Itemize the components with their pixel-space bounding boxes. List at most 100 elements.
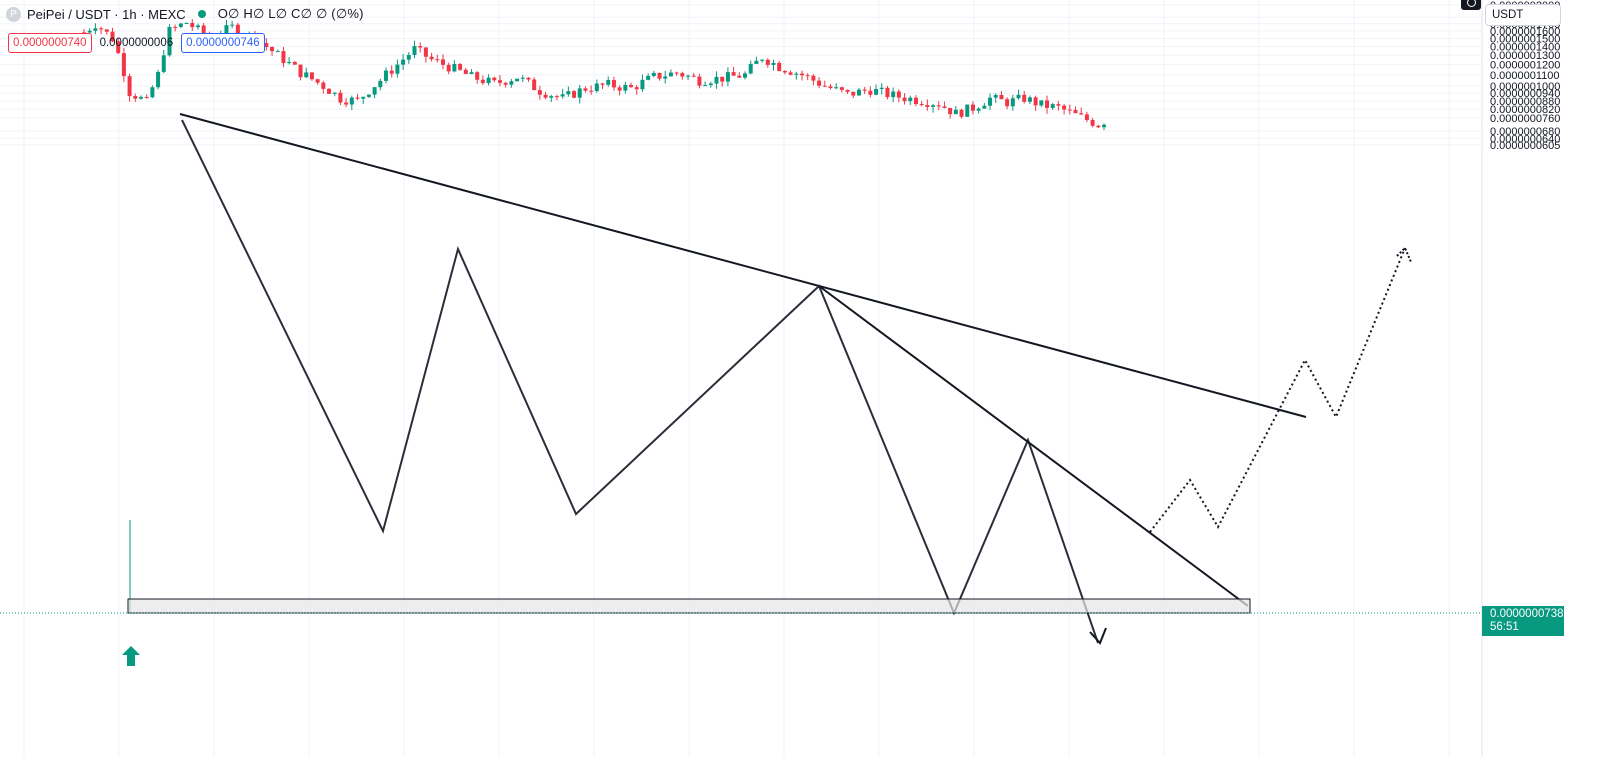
current-price-label: 0.0000000738 56:51 (1482, 606, 1564, 636)
candle-body (577, 88, 582, 98)
price-tick-label: 0.0000000640 (1490, 133, 1560, 145)
lower-trendline[interactable] (818, 285, 1249, 607)
zigzag-pattern[interactable] (181, 119, 1099, 644)
candle-body (1016, 94, 1021, 99)
candle-body (674, 72, 679, 74)
candle-body (1102, 124, 1106, 128)
candle-body (440, 59, 445, 65)
candle-body (760, 59, 765, 61)
currency-select[interactable]: USDT (1485, 4, 1561, 26)
candle-body (634, 87, 639, 90)
candle-body (936, 105, 941, 107)
price-tick-label: 0.0000001300 (1490, 50, 1560, 62)
candle-body (1079, 113, 1084, 115)
candle-body (589, 90, 594, 92)
candle-body (919, 104, 924, 106)
candle-body (309, 72, 314, 80)
candle-body (617, 87, 622, 91)
candle-body (190, 22, 195, 28)
candle-body (281, 51, 286, 64)
candle-body (1062, 105, 1067, 110)
candle-body (993, 94, 998, 98)
support-zone[interactable] (127, 598, 1251, 614)
candle-body (902, 97, 907, 102)
buy-signal-arrow-icon[interactable] (122, 646, 140, 666)
drawings-layer (127, 113, 1412, 645)
candle-body (104, 29, 109, 32)
candle-body (680, 73, 685, 77)
symbol-title[interactable]: PeiPei / USDT · 1h · MEXC (27, 6, 186, 22)
candle-body (389, 70, 394, 74)
candle-body (982, 105, 987, 109)
candle-body (520, 77, 525, 79)
candle-body (110, 31, 115, 42)
candle-body (811, 75, 816, 81)
candle-body (629, 84, 634, 88)
candle-body (931, 105, 936, 107)
candle-body (720, 76, 725, 82)
candle-body (1084, 114, 1089, 120)
candle-body (287, 61, 292, 64)
descending-trendline[interactable] (179, 113, 1307, 418)
candle-body (1045, 100, 1050, 108)
currency-value: USDT (1492, 9, 1524, 21)
candle-body (970, 104, 975, 111)
candle-body (532, 79, 537, 91)
candle-body (765, 59, 770, 65)
projection-path[interactable] (1149, 247, 1406, 533)
candle-body (458, 64, 463, 70)
candle-body (583, 88, 588, 91)
candle-body (475, 72, 480, 80)
spread-value: 0.0000000006 (99, 37, 174, 49)
candle-body (178, 23, 183, 27)
candle-body (697, 76, 702, 86)
price-tick-label: 0.0000000605 (1490, 140, 1560, 152)
symbol-legend: P PeiPei / USDT · 1h · MEXC O∅ H∅ L∅ C∅ … (6, 6, 364, 22)
candle-body (845, 89, 850, 92)
candle-body (435, 59, 440, 61)
candle-body (691, 75, 696, 77)
buy-price-button[interactable]: 0.0000000746 (181, 33, 265, 53)
settings-icon[interactable] (1461, 0, 1481, 10)
candle-body (201, 25, 206, 35)
candle-body (777, 62, 782, 71)
candle-body (737, 75, 742, 78)
bid-ask-row: 0.0000000740 0.0000000006 0.0000000746 (8, 33, 265, 53)
candle-body (663, 76, 668, 79)
price-tick-label: 0.0000000880 (1490, 96, 1560, 108)
candle-body (817, 80, 822, 86)
candle-body (839, 87, 844, 90)
candle-body (304, 72, 309, 78)
candle-body (349, 97, 354, 105)
candle-body (771, 62, 776, 65)
candle-body (566, 91, 571, 95)
candle-body (121, 53, 126, 77)
price-tick-label: 0.0000001100 (1490, 70, 1560, 82)
candle-body (554, 96, 559, 98)
market-status-icon (197, 10, 206, 18)
price-tick-label: 0.0000000680 (1490, 126, 1560, 138)
candle-body (195, 25, 200, 28)
candle-body (908, 97, 913, 102)
candle-body (327, 88, 332, 94)
candle-body (1073, 109, 1078, 114)
candle-body (606, 80, 611, 85)
price-tick-label: 0.0000001400 (1490, 42, 1560, 54)
candle-body (1033, 97, 1038, 106)
candle-body (361, 96, 366, 99)
coin-logo-icon: P (6, 6, 21, 22)
candle-body (851, 91, 856, 96)
candle-body (942, 106, 947, 108)
candle-body (856, 89, 861, 96)
price-tick-label: 0.0000000820 (1490, 104, 1560, 116)
candle-body (885, 87, 890, 98)
sell-price-button[interactable]: 0.0000000740 (8, 33, 92, 53)
candle-body (412, 46, 417, 55)
candle-body (640, 79, 645, 90)
candle-body (1067, 109, 1072, 111)
candle-body (99, 28, 104, 30)
candle-body (270, 47, 275, 52)
price-tick-label: 0.0000001500 (1490, 33, 1560, 45)
candle-body (999, 94, 1004, 100)
